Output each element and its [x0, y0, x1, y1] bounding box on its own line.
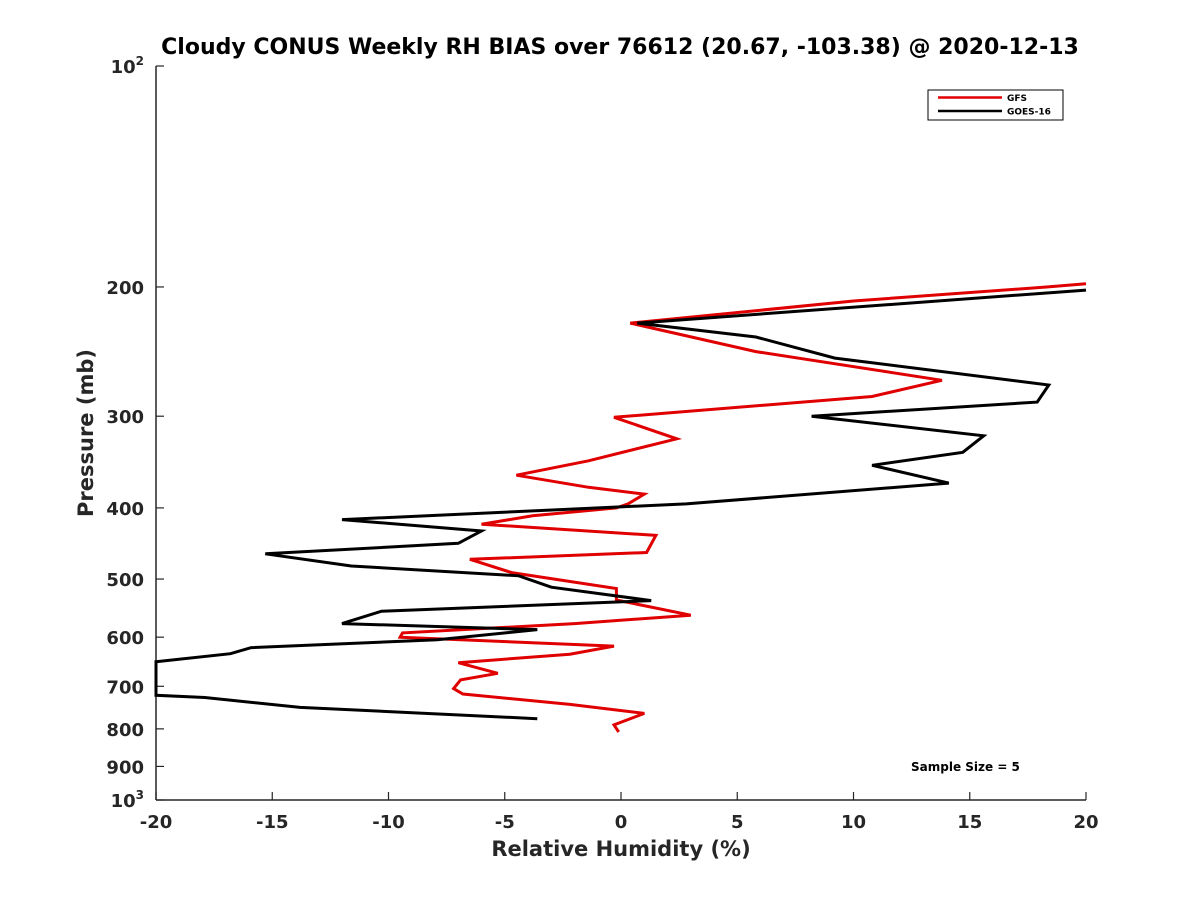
y-tick-label: 102	[111, 54, 144, 78]
x-axis-label: Relative Humidity (%)	[491, 837, 750, 861]
y-ticks: 102 200 300 400 500 600 700 800 900 103	[106, 54, 164, 812]
y-tick-label: 900	[106, 757, 144, 778]
x-ticks: -20 -15 -10 -5 0 5 10 15 20	[140, 792, 1099, 833]
x-tick-label: 10	[841, 812, 866, 833]
plot-area: -20 -15 -10 -5 0 5 10 15 20 102 200 300 400 500 600 70…	[106, 54, 1098, 833]
y-axis-label: Pressure (mb)	[74, 349, 98, 517]
x-tick-label: 15	[957, 812, 982, 833]
y-tick-label: 103	[111, 788, 144, 812]
x-tick-label: -20	[140, 812, 173, 833]
y-tick-label: 700	[106, 677, 144, 698]
legend: GFS GOES-16	[927, 89, 1064, 121]
y-tick-label: 300	[106, 407, 144, 428]
series-line-goes-16	[154, 288, 1087, 721]
x-tick-label: -10	[372, 812, 405, 833]
chart-title: Cloudy CONUS Weekly RH BIAS over 76612 (…	[161, 35, 1079, 60]
x-tick-label: 5	[731, 812, 744, 833]
series-line-gfs	[397, 282, 1087, 733]
series-lines	[154, 282, 1087, 733]
y-tick-label: 200	[106, 278, 144, 299]
y-tick-label: 500	[106, 570, 144, 591]
sample-size-annotation: Sample Size = 5	[911, 760, 1020, 774]
legend-label-gfs: GFS	[1007, 94, 1027, 104]
x-tick-label: 0	[615, 812, 628, 833]
x-tick-label: -15	[256, 812, 289, 833]
y-tick-label: 800	[106, 720, 144, 741]
y-tick-label: 600	[106, 628, 144, 649]
legend-label-goes-16: GOES-16	[1007, 108, 1051, 118]
legend-box	[927, 89, 1064, 121]
x-tick-label: 20	[1073, 812, 1098, 833]
x-tick-label: -5	[495, 812, 515, 833]
y-tick-label: 400	[106, 499, 144, 520]
